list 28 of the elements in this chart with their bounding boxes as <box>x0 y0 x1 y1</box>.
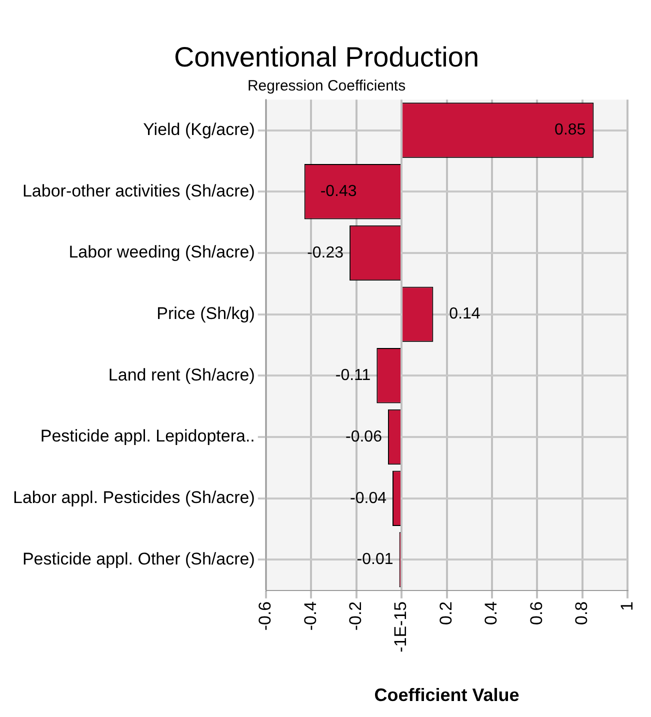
y-tick-label: Labor-other activities (Sh/acre) <box>22 181 255 200</box>
data-label: -0.43 <box>320 183 357 200</box>
x-tick-label: -1E-15 <box>391 601 410 652</box>
y-tick-label: Yield (Kg/acre) <box>143 120 255 139</box>
y-tick-label: Labor weeding (Sh/acre) <box>68 242 255 262</box>
y-tick-label: Price (Sh/kg) <box>156 304 255 323</box>
data-label: 0.85 <box>554 122 586 139</box>
data-label: 0.14 <box>449 306 480 323</box>
x-tick-label: -0.6 <box>256 601 275 631</box>
data-label: -0.04 <box>350 490 387 507</box>
x-tick-label: 0.4 <box>482 601 501 626</box>
data-label: -0.01 <box>356 551 394 568</box>
y-tick-label: Labor appl. Pesticides (Sh/acre) <box>12 488 255 508</box>
data-label: -0.06 <box>346 428 382 446</box>
x-tick-label: 0.8 <box>572 601 592 626</box>
x-tick-label: 0.2 <box>436 601 456 626</box>
x-tick-label: -0.4 <box>300 601 320 631</box>
chart-subtitle: Regression Coefficients <box>247 78 406 95</box>
y-tick-label: Pesticide appl. Other (Sh/acre) <box>22 549 255 568</box>
data-label: -0.23 <box>307 244 344 262</box>
x-tick-label: -0.2 <box>346 601 366 631</box>
y-tick-label: Land rent (Sh/acre) <box>108 365 255 384</box>
x-axis-title: Coefficient Value <box>374 685 520 706</box>
y-tick-label: Pesticide appl. Lepidoptera.. <box>40 426 255 446</box>
data-label: -0.11 <box>335 367 371 384</box>
x-tick-label: 1 <box>617 601 636 611</box>
chart-title: Conventional Production <box>174 42 480 73</box>
x-tick-label: 0.6 <box>526 601 546 626</box>
